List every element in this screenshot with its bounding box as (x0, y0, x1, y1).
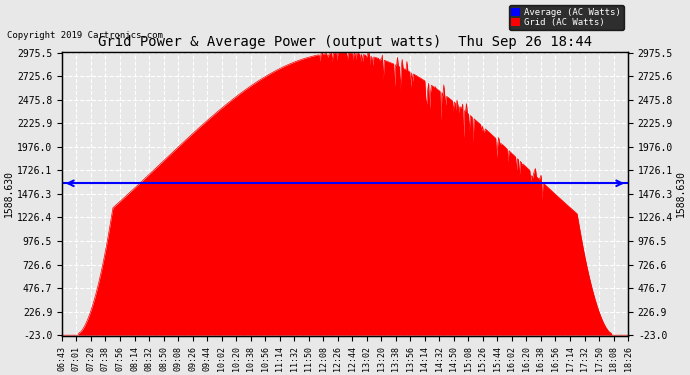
Text: Copyright 2019 Cartronics.com: Copyright 2019 Cartronics.com (7, 30, 163, 39)
Y-axis label: 1588.630: 1588.630 (4, 170, 14, 217)
Y-axis label: 1588.630: 1588.630 (676, 170, 686, 217)
Title: Grid Power & Average Power (output watts)  Thu Sep 26 18:44: Grid Power & Average Power (output watts… (98, 35, 592, 49)
Legend: Average (AC Watts), Grid (AC Watts): Average (AC Watts), Grid (AC Watts) (509, 5, 624, 30)
